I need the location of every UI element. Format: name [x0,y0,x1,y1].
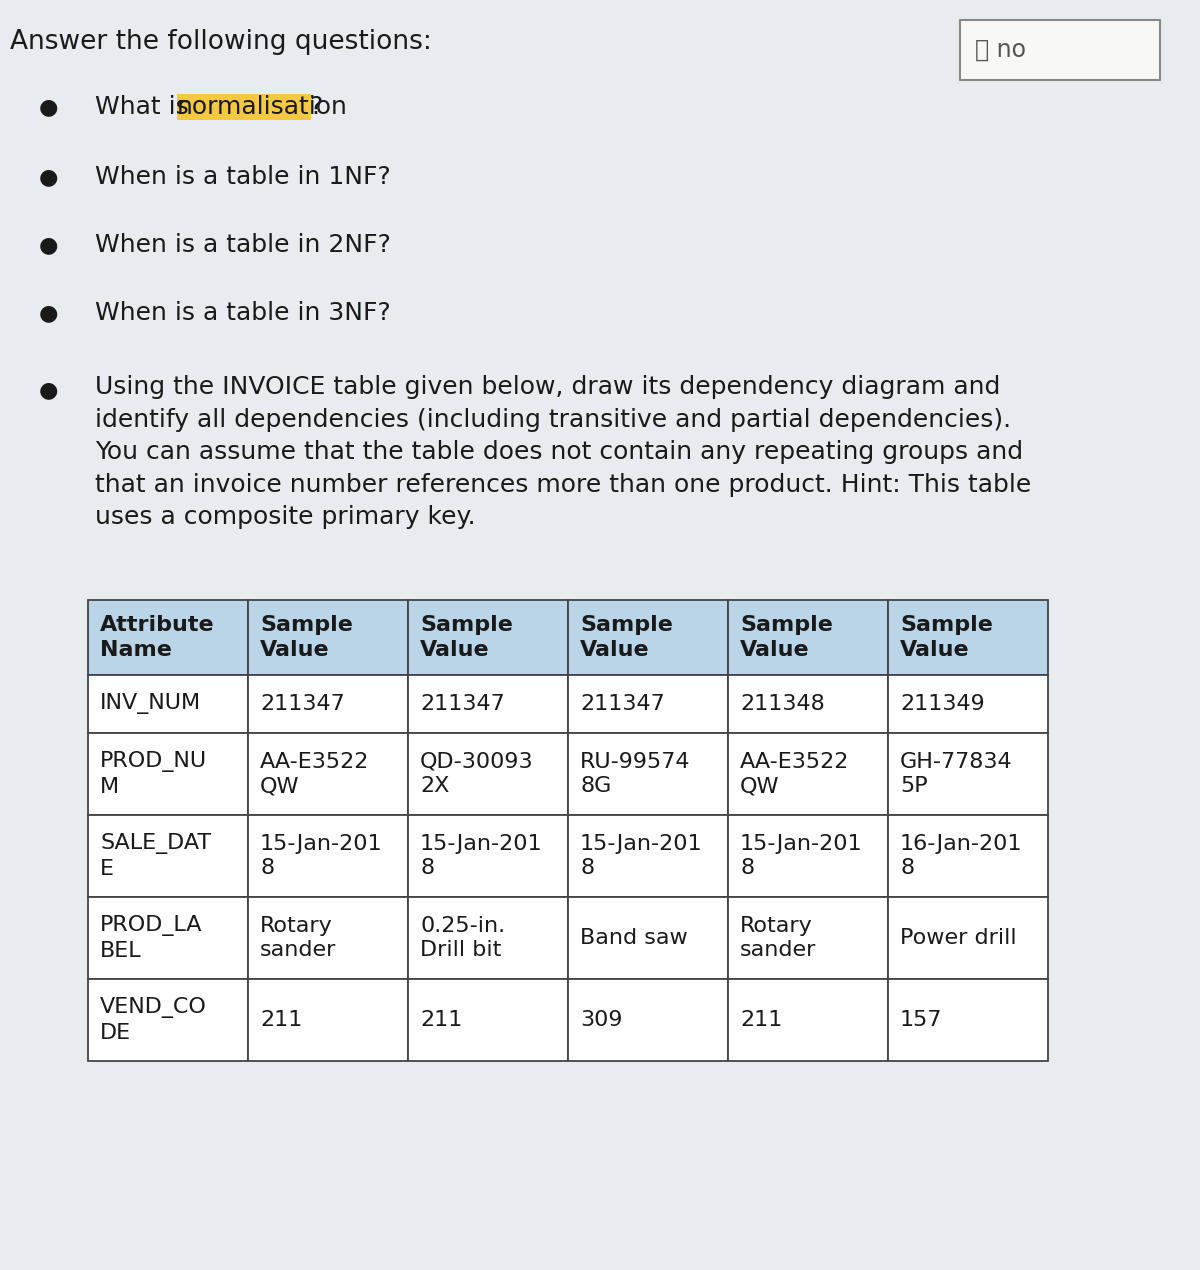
Bar [408,674,568,733]
Text: PROD_LA
BEL: PROD_LA BEL [100,916,203,961]
Text: SALE_DAT
E: SALE_DAT E [100,833,211,879]
Bar [728,674,888,733]
Bar [728,599,888,674]
Text: PROD_NU
M: PROD_NU M [100,751,208,796]
Bar [568,897,728,979]
Text: ●: ● [38,235,58,255]
Text: VEND_CO
DE: VEND_CO DE [100,997,206,1043]
Text: 15-Jan-201
8: 15-Jan-201 8 [580,833,703,879]
Text: 211: 211 [420,1010,462,1030]
Text: AA-E3522
QW: AA-E3522 QW [740,752,850,796]
Bar [888,897,1048,979]
Text: normalisation: normalisation [176,95,348,119]
Text: 211347: 211347 [580,693,665,714]
Text: Attribute
Name: Attribute Name [100,615,215,660]
Text: INV_NUM: INV_NUM [100,693,202,715]
Bar [408,815,568,897]
Text: 0.25-in.
Drill bit: 0.25-in. Drill bit [420,916,505,960]
Text: ●: ● [38,97,58,117]
Bar [728,815,888,897]
Bar [888,599,1048,674]
Text: When is a table in 3NF?: When is a table in 3NF? [95,301,391,325]
Bar [960,20,1160,80]
Bar [728,979,888,1060]
Bar [568,599,728,674]
Bar [568,733,728,815]
Text: ●: ● [38,380,58,400]
Text: 15-Jan-201
8: 15-Jan-201 8 [740,833,863,879]
Bar [568,979,728,1060]
Text: Power drill: Power drill [900,928,1016,947]
Bar [408,733,568,815]
Text: Rotary
sander: Rotary sander [740,916,816,960]
Bar [88,733,248,815]
Text: Sample
Value: Sample Value [740,615,833,660]
Text: Answer the following questions:: Answer the following questions: [10,29,432,55]
Text: Sample
Value: Sample Value [260,615,353,660]
Bar [248,674,408,733]
Bar [88,815,248,897]
Bar [408,599,568,674]
Bar [728,897,888,979]
Text: Sample
Value: Sample Value [580,615,673,660]
Text: Sample
Value: Sample Value [420,615,512,660]
Bar [248,979,408,1060]
Text: 211348: 211348 [740,693,824,714]
Text: 309: 309 [580,1010,623,1030]
Text: ●: ● [38,304,58,323]
Bar [88,599,248,674]
Text: 15-Jan-201
8: 15-Jan-201 8 [420,833,542,879]
Bar [88,674,248,733]
Text: What is: What is [95,95,197,119]
Text: RU-99574
8G: RU-99574 8G [580,752,690,796]
Bar [248,599,408,674]
Bar [248,733,408,815]
Bar [888,815,1048,897]
Text: ?: ? [310,95,323,119]
Bar [248,897,408,979]
Bar [88,979,248,1060]
Text: When is a table in 1NF?: When is a table in 1NF? [95,165,391,189]
Bar [88,897,248,979]
Bar [248,815,408,897]
Text: 🔍 no: 🔍 no [974,38,1026,62]
Text: 211: 211 [260,1010,302,1030]
Bar [888,733,1048,815]
Bar [568,674,728,733]
Text: Sample
Value: Sample Value [900,615,992,660]
Bar [728,733,888,815]
Bar [888,674,1048,733]
Text: 211347: 211347 [420,693,505,714]
Text: Rotary
sander: Rotary sander [260,916,336,960]
Text: AA-E3522
QW: AA-E3522 QW [260,752,370,796]
Text: Band saw: Band saw [580,928,688,947]
Text: 211: 211 [740,1010,782,1030]
Text: Using the INVOICE table given below, draw its dependency diagram and
identify al: Using the INVOICE table given below, dra… [95,375,1031,530]
Bar [408,979,568,1060]
Text: ●: ● [38,166,58,187]
Bar [888,979,1048,1060]
Text: When is a table in 2NF?: When is a table in 2NF? [95,232,391,257]
Text: 157: 157 [900,1010,942,1030]
Text: 211347: 211347 [260,693,344,714]
Bar [176,94,311,119]
Bar [568,815,728,897]
Text: 15-Jan-201
8: 15-Jan-201 8 [260,833,383,879]
Bar [408,897,568,979]
Text: QD-30093
2X: QD-30093 2X [420,752,534,796]
Text: 16-Jan-201
8: 16-Jan-201 8 [900,833,1022,879]
Text: GH-77834
5P: GH-77834 5P [900,752,1013,796]
Text: 211349: 211349 [900,693,985,714]
